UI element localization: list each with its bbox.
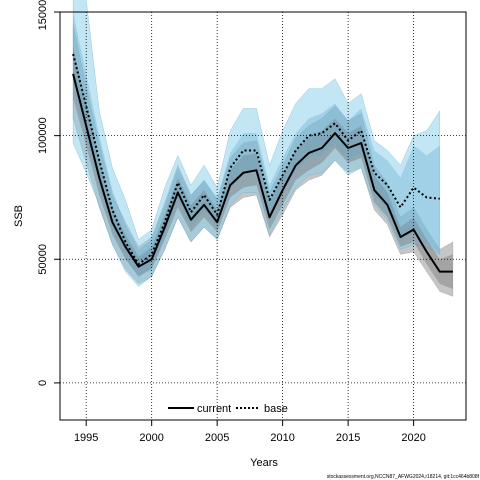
plot-frame <box>59 11 467 421</box>
series-line-base <box>72 53 440 266</box>
x-tick-label: 2020 <box>401 432 425 444</box>
x-axis-title: Years <box>250 457 278 469</box>
x-tick-label: 2015 <box>336 432 360 444</box>
source-caption: stockassessment.org,NCCN87_AFWG2024,r182… <box>327 474 480 480</box>
band-95-base <box>72 0 441 287</box>
series-lines <box>72 53 453 273</box>
y-axis: 0 50000 100000 150000 <box>37 0 60 386</box>
band-80-base <box>73 12 440 277</box>
legend-label-base: base <box>264 403 288 415</box>
x-tick-label: 2010 <box>270 432 294 444</box>
y-tick-label: 50000 <box>37 244 49 275</box>
confidence-bands-80 <box>73 12 453 289</box>
y-tick-label: 150000 <box>37 0 49 30</box>
legend: current base <box>168 403 288 415</box>
x-tick-label: 2005 <box>205 432 229 444</box>
legend-label-current: current <box>197 403 231 415</box>
band-80-current <box>73 46 453 289</box>
grid-lines <box>60 11 466 420</box>
y-tick-label: 100000 <box>37 117 49 154</box>
x-tick-label: 1995 <box>74 432 98 444</box>
x-axis: 1995 2000 2005 2010 2015 2020 <box>74 420 426 444</box>
y-axis-title: SSB <box>13 205 25 227</box>
y-tick-label: 0 <box>37 380 49 386</box>
x-tick-label: 2000 <box>139 432 163 444</box>
series-line-current <box>72 73 453 273</box>
confidence-bands-95 <box>72 0 454 297</box>
